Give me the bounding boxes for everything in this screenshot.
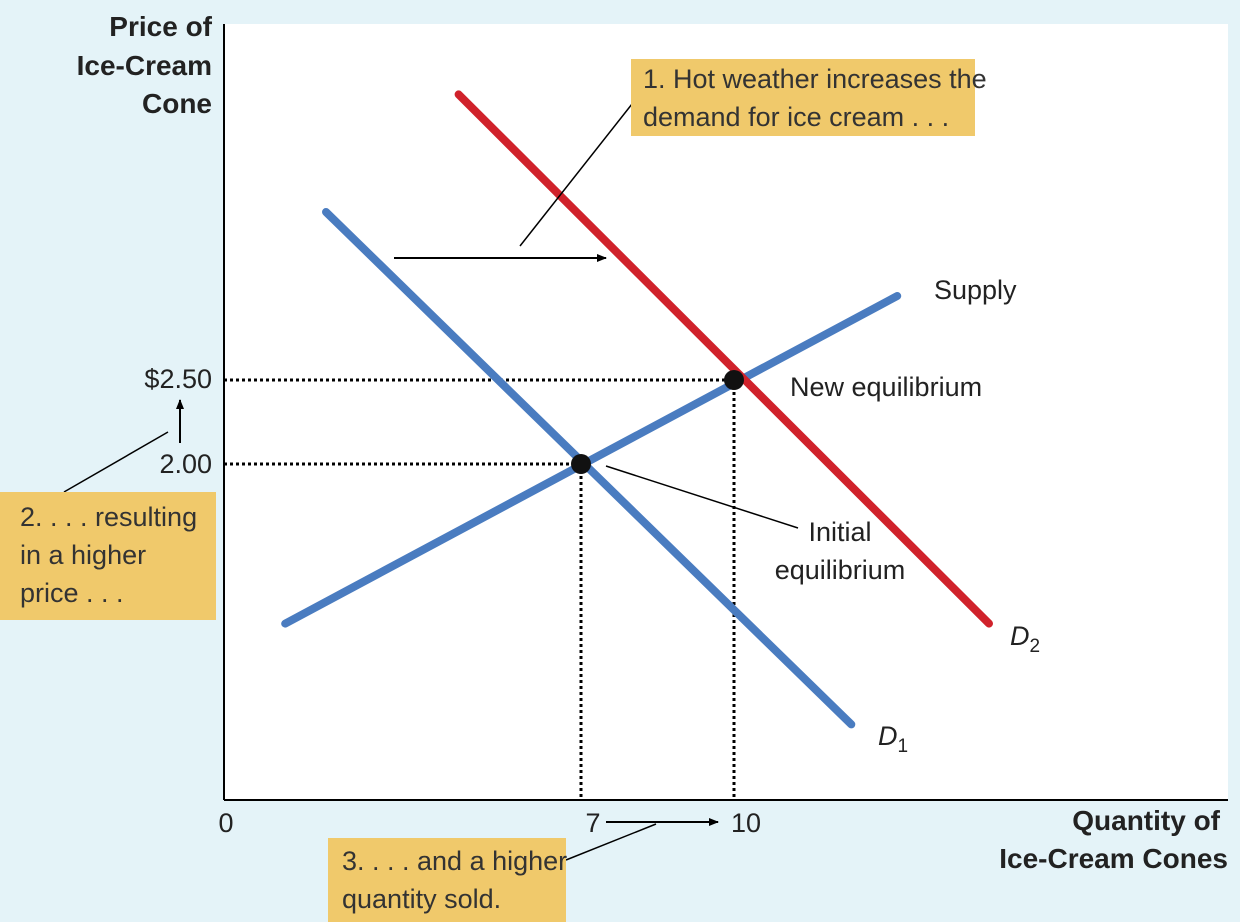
d2-label: D2	[1010, 621, 1040, 657]
initial-equilibrium-label-1: Initial	[808, 517, 871, 547]
xlabel-line-2: Ice-Cream Cones	[999, 843, 1228, 874]
x-tick-label-10: 10	[731, 808, 761, 838]
y-tick-label-2-50: $2.50	[144, 364, 212, 394]
callout-higher-quantity-line-2: quantity sold.	[342, 884, 502, 914]
y-tick-label-2-00: 2.00	[159, 449, 212, 479]
origin-label: 0	[218, 808, 233, 838]
callout-higher-quantity-line-1: 3. . . . and a higher	[342, 846, 568, 876]
callout-higher-price-line-3: price . . .	[20, 578, 124, 608]
higher-price-leader	[63, 431, 169, 493]
callout-demand-shift-line-1: 1. Hot weather increases the	[643, 64, 987, 94]
guide-lines	[224, 378, 736, 800]
ylabel-line-3: Cone	[142, 88, 212, 119]
callout-demand-shift-line-2: demand for ice cream . . .	[643, 102, 950, 132]
d1-label: D1	[878, 721, 908, 757]
new-equilibrium-point	[724, 370, 744, 390]
higher-quantity-leader	[565, 823, 657, 861]
xlabel-line-1: Quantity of	[1072, 805, 1220, 836]
callout-higher-quantity: 3. . . . and a higher quantity sold.	[328, 838, 568, 922]
new-equilibrium-label: New equilibrium	[790, 372, 982, 402]
ylabel-line-1: Price of	[109, 11, 212, 42]
supply-label: Supply	[934, 275, 1017, 305]
initial-equilibrium-leader	[605, 465, 799, 529]
annotation-leaders	[63, 103, 799, 861]
chart-text: Price of Ice-Cream Cone Quantity of Ice-…	[77, 11, 1228, 874]
plot-area	[224, 24, 1228, 800]
d2-label-main: D	[1010, 621, 1030, 651]
callout-higher-price-line-1: 2. . . . resulting	[20, 502, 198, 532]
d2-label-sub: 2	[1030, 636, 1041, 657]
initial-equilibrium-point	[571, 454, 591, 474]
initial-equilibrium-label-2: equilibrium	[775, 555, 906, 585]
x-tick-label-7: 7	[585, 808, 600, 838]
d1-label-main: D	[878, 721, 898, 751]
ylabel-line-2: Ice-Cream	[77, 50, 212, 81]
d1-label-sub: 1	[898, 736, 909, 757]
callout-demand-shift: 1. Hot weather increases the demand for …	[631, 59, 987, 136]
callout-higher-price: 2. . . . resulting in a higher price . .…	[0, 492, 216, 620]
supply-curve	[281, 292, 902, 628]
demand-shift-leader	[519, 103, 633, 247]
d2-curve	[454, 90, 993, 628]
axes	[223, 24, 1228, 801]
equilibrium-points	[571, 370, 744, 474]
callout-higher-price-line-2: in a higher	[20, 540, 147, 570]
